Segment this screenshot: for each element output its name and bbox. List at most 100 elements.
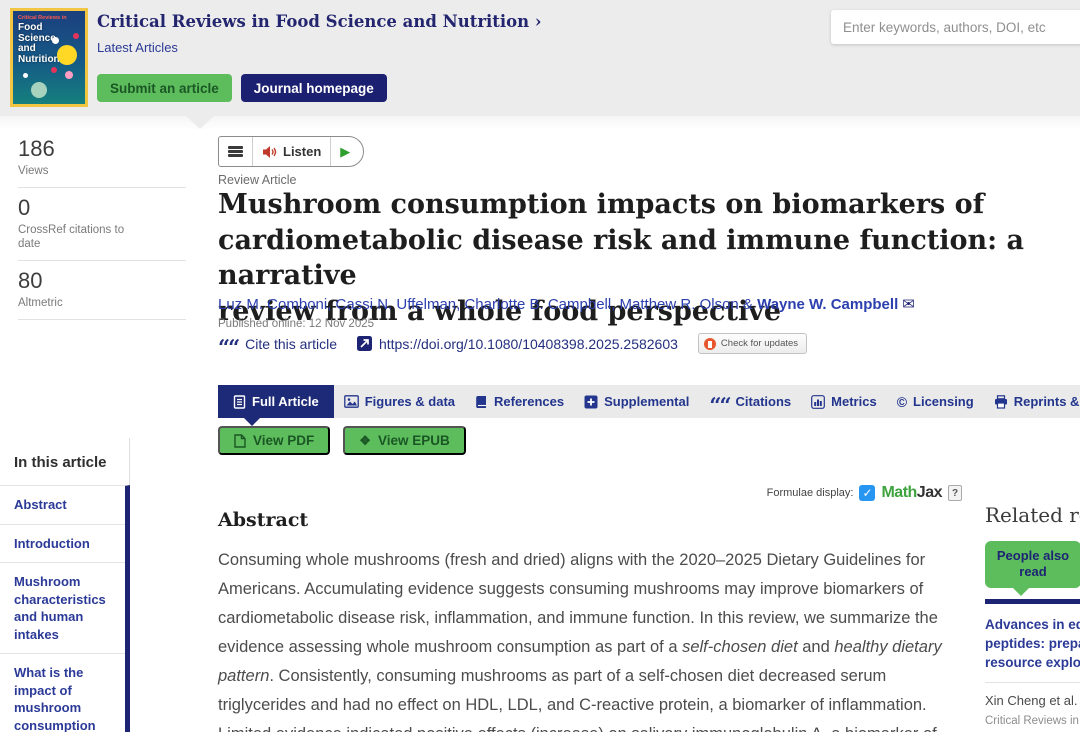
metric-label: Altmetric [18,297,63,309]
abstract-segment: Consuming whole mushrooms (fresh and dri… [218,551,938,656]
metric-crossref: 0 CrossRef citations to date [18,195,186,261]
journal-homepage-button[interactable]: Journal homepage [240,74,387,102]
toc-item-mushroom-characteristics[interactable]: Mushroom characteristics and human intak… [0,563,125,654]
mathjax-checkbox[interactable]: ✓ [859,485,876,501]
cover-title-text: Food Science and Nutrition [18,22,60,65]
tab-label: Full Article [252,394,319,409]
metric-value: 186 [18,136,55,161]
journal-title-link[interactable]: Critical Reviews in Food Science and Nut… [97,12,542,31]
view-pdf-label: View PDF [253,433,315,448]
tab-label: Licensing [913,394,974,409]
article-title-line: review from a whole food perspective [218,295,782,327]
tab-licensing[interactable]: © Licensing [887,385,984,418]
recommended-title-line: peptides: prepara [985,636,1080,651]
toc-item-introduction[interactable]: Introduction [0,525,125,563]
cover-art-dot [65,71,73,79]
journal-header: Critical Reviews in Food Science and Nutrit… [0,0,1080,116]
tab-citations[interactable]: ““ Citations [699,385,801,418]
abstract-segment: and [797,638,835,656]
play-icon: ▶ [340,143,351,159]
doi-link[interactable]: https://doi.org/10.1080/10408398.2025.25… [356,335,678,352]
toc-list: Abstract Introduction Mushroom character… [0,485,130,732]
tab-reprints-permissions[interactable]: Reprints & Permissions [984,385,1080,418]
search-box [831,10,1080,44]
metric-label: Views [18,165,49,177]
tab-supplemental[interactable]: Supplemental [574,385,699,418]
mathjax-help-button[interactable]: ? [948,485,962,501]
published-date: Published online: 12 Nov 2025 [218,318,375,330]
header-pointer [186,116,214,129]
crossmark-icon [703,338,716,350]
printer-icon [994,394,1007,409]
view-epub-label: View EPUB [377,433,450,448]
metric-value: 80 [18,268,43,293]
epub-icon: ❖ [359,432,371,448]
cover-art-dot [23,73,28,78]
search-input[interactable] [831,10,1080,44]
tab-label: References [494,394,565,409]
cover-series-text: Critical Reviews in [18,15,67,21]
article-metrics-panel: 186 Views 0 CrossRef citations to date 8… [18,136,186,327]
toc-item-impact-biomarkers[interactable]: What is the impact of mushroom consumpti… [14,665,96,732]
toc-item-abstract[interactable]: Abstract [0,486,125,525]
submit-article-button[interactable]: Submit an article [97,74,232,102]
formulae-display-label: Formulae display: [766,487,854,499]
article-title-line: cardiometabolic disease risk and immune … [218,224,1025,292]
check-for-updates-button[interactable]: Check for updates [697,333,808,354]
copyright-icon: © [896,393,908,410]
metric-views: 186 Views [18,136,186,188]
quote-icon: ““ [709,392,731,418]
view-epub-button[interactable]: ❖ View EPUB [343,426,466,455]
hamburger-icon [228,146,243,157]
plus-square-icon [584,395,598,408]
tab-metrics[interactable]: Metrics [801,385,887,418]
speaker-icon [263,145,277,158]
pdf-file-icon [234,433,246,448]
metric-altmetric: 80 Altmetric [18,268,186,320]
quote-icon: ““ [218,334,240,360]
listen-button[interactable]: Listen [252,137,330,166]
cover-art-dot [73,33,79,39]
latest-articles-link[interactable]: Latest Articles [97,40,178,55]
tab-label: Reprints & Permissions [1013,394,1080,409]
bar-chart-icon [811,394,826,409]
listen-play-button[interactable]: ▶ [330,137,363,166]
check-for-updates-label: Check for updates [720,338,799,349]
author-names[interactable]: Luz M. Comboni, Cassi N. Uffelman, Charl… [218,296,758,313]
abstract-text: Consuming whole mushrooms (fresh and dri… [218,546,965,732]
people-also-read-tab[interactable]: People also read [985,541,1080,596]
header-shadow [0,116,1080,130]
email-icon[interactable]: ✉ [902,296,915,313]
metric-value: 0 [18,195,31,220]
tab-label: Supplemental [604,394,690,409]
related-research-panel: Related rese People also read Advances i… [985,503,1080,732]
cite-this-article-link[interactable]: ““ Cite this article [218,334,337,360]
toc-heading: In this article [0,438,130,485]
external-link-icon [356,336,372,351]
cover-art-dot [57,45,77,65]
mathjax-logo: MathJax [881,484,942,501]
readspeaker-listen-bar[interactable]: Listen ▶ [218,136,365,167]
tab-label: Figures & data [364,394,455,409]
listen-label: Listen [283,144,322,159]
tab-figures-data[interactable]: Figures & data [334,385,465,418]
recommended-article-journal: Critical Reviews in [985,715,1079,727]
view-pdf-button[interactable]: View PDF [218,426,331,455]
cover-art-dot [31,82,47,98]
listen-menu-button[interactable] [219,137,252,166]
cover-art-dot [52,37,59,44]
tab-references[interactable]: References [465,385,574,418]
tab-full-article[interactable]: Full Article [218,385,334,418]
journal-cover-thumbnail[interactable]: Critical Reviews in Food Science and Nutrit… [10,8,88,107]
document-icon [233,394,246,409]
article-type-label: Review Article [218,173,297,187]
doi-text: https://doi.org/10.1080/10408398.2025.25… [378,335,678,352]
abstract-segment: . Consistently, consuming mushrooms as p… [218,667,937,732]
book-icon [476,395,486,408]
tab-label: Metrics [831,394,877,409]
image-icon [343,395,359,408]
corresponding-author[interactable]: Wayne W. Campbell [757,296,899,313]
author-list[interactable]: Luz M. Comboni, Cassi N. Uffelman, Charl… [218,295,1078,313]
article-title-line: Mushroom consumption impacts on biomarke… [218,189,985,220]
recommended-article-title[interactable]: Advances in edib peptides: prepara resou… [985,615,1080,672]
